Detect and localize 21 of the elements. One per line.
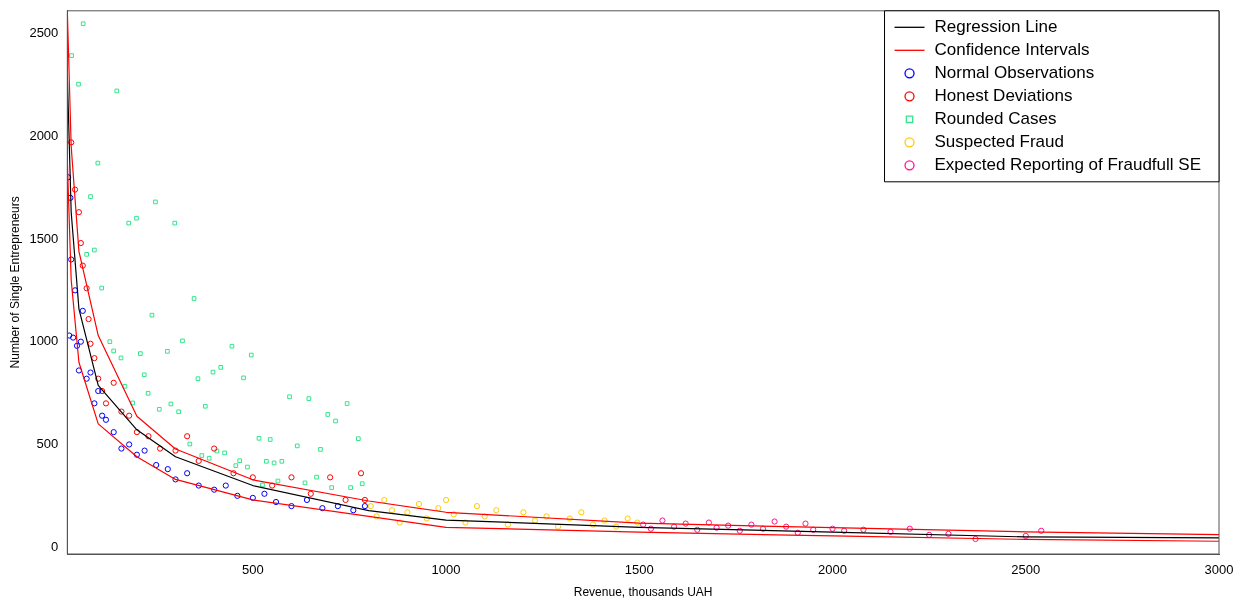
- y-tick-label: 1000: [29, 333, 59, 349]
- legend-label: Regression Line: [934, 16, 1058, 36]
- x-tick-label: 1000: [431, 562, 461, 578]
- x-tick-label: 1500: [624, 562, 654, 578]
- legend-label: Honest Deviations: [934, 85, 1073, 105]
- legend-label: Expected Reporting of Fraudfull SE: [934, 154, 1201, 174]
- y-tick-label: 2000: [29, 127, 59, 143]
- y-tick-label: 500: [36, 436, 59, 452]
- x-tick-label: 2500: [1011, 562, 1041, 578]
- y-tick-label: 1500: [29, 230, 59, 246]
- y-tick-label: 0: [51, 538, 59, 554]
- x-tick-label: 500: [241, 562, 264, 578]
- x-axis-title: Revenue, thousands UAH: [573, 585, 713, 600]
- legend-label: Normal Observations: [934, 62, 1095, 82]
- legend-label: Rounded Cases: [934, 108, 1057, 128]
- x-tick-label: 3000: [1204, 562, 1234, 578]
- y-tick-label: 2500: [29, 24, 59, 40]
- y-axis-title: Number of Single Entrepreneurs: [7, 196, 22, 369]
- legend-label: Suspected Fraud: [934, 131, 1064, 151]
- x-tick-label: 2000: [818, 562, 847, 578]
- legend-label: Confidence Intervals: [934, 39, 1090, 59]
